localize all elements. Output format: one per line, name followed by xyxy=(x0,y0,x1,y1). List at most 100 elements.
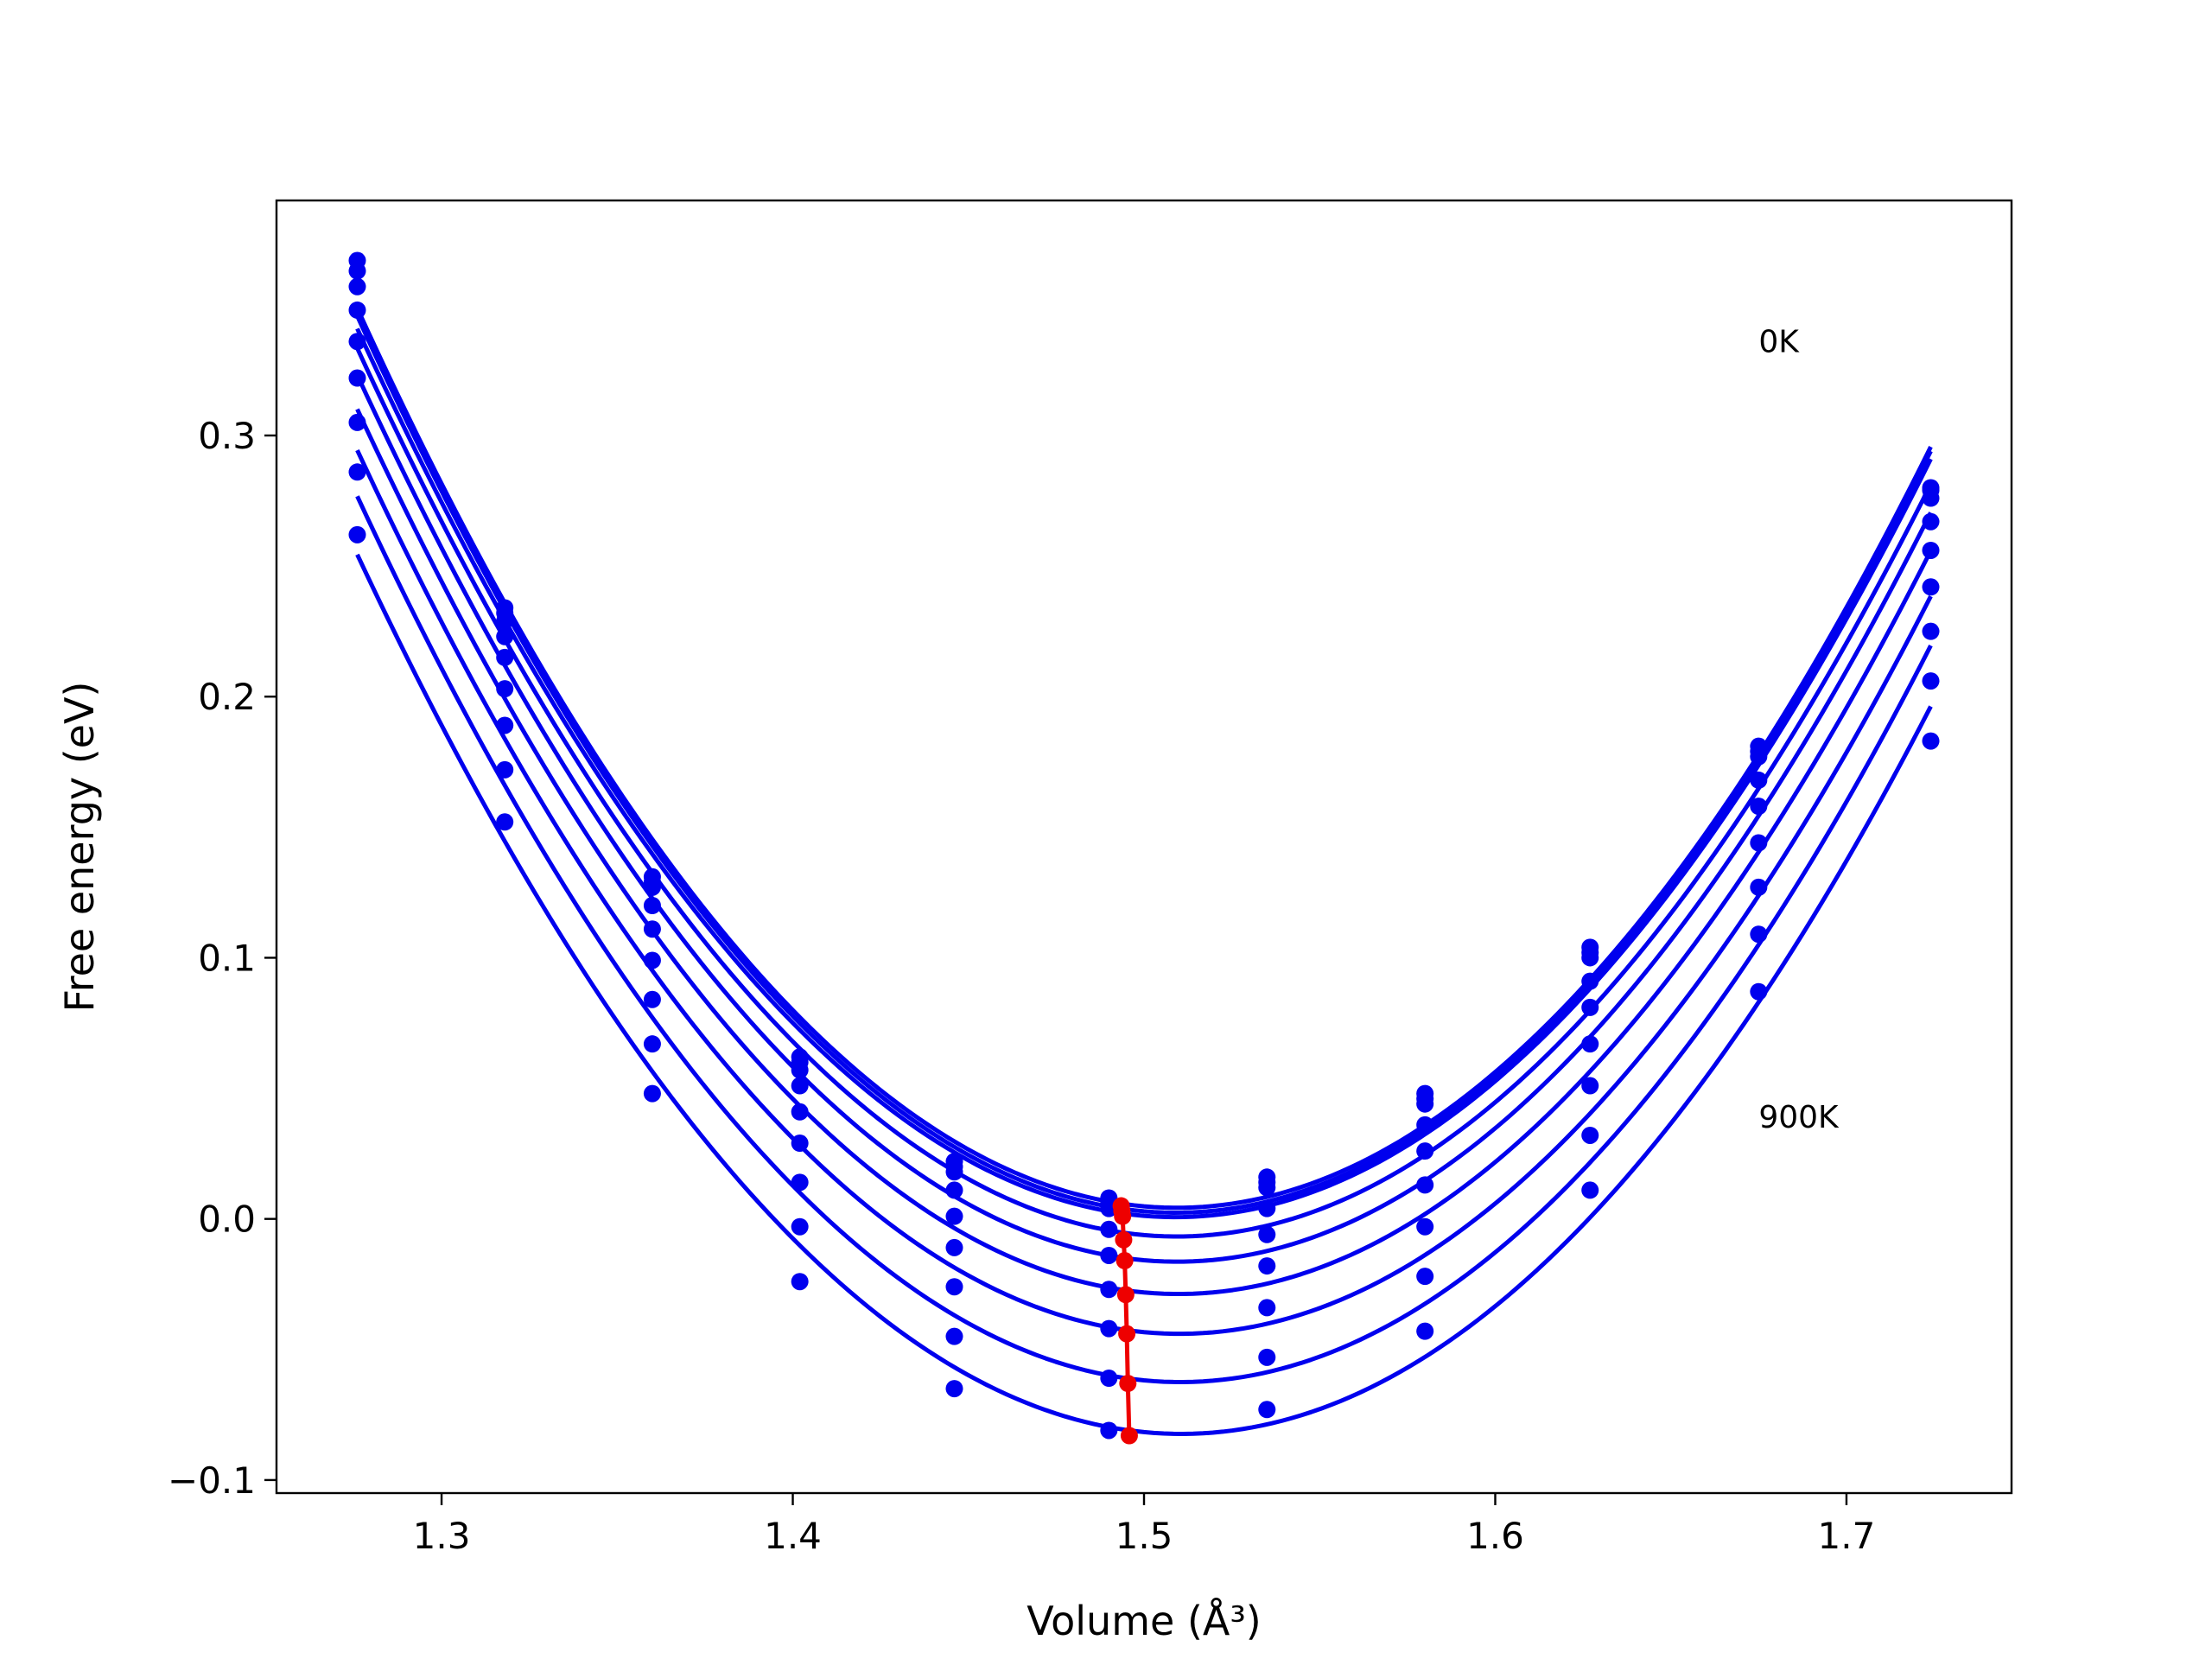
series-line-0 xyxy=(355,307,1933,1211)
x-axis-ticks: 1.3 1.4 1.5 1.6 1.7 xyxy=(413,1493,1876,1557)
data-point xyxy=(945,1207,963,1225)
minimum-point xyxy=(1118,1325,1136,1343)
y-axis-ticks: −0.1 0.0 0.1 0.2 0.3 xyxy=(168,415,276,1502)
data-point xyxy=(1416,1217,1434,1236)
data-point xyxy=(643,920,661,938)
data-point xyxy=(791,1103,809,1121)
data-point xyxy=(1258,1199,1276,1217)
data-point xyxy=(945,1181,963,1199)
data-point xyxy=(945,1163,963,1181)
data-point xyxy=(1258,1348,1276,1366)
data-point xyxy=(1581,972,1599,990)
data-point xyxy=(643,897,661,914)
data-point xyxy=(791,1077,809,1095)
y-tick-label: −0.1 xyxy=(168,1459,256,1502)
data-point xyxy=(1581,1077,1599,1095)
x-axis-label: Volume (Å³) xyxy=(1027,1598,1262,1644)
y-tick-label: 0.0 xyxy=(198,1198,256,1241)
data-point xyxy=(643,878,661,896)
data-point xyxy=(1750,878,1768,896)
y-axis-label: Free energy (eV) xyxy=(56,682,103,1013)
data-point xyxy=(791,1135,809,1153)
data-point xyxy=(1581,1126,1599,1144)
data-point xyxy=(1922,578,1940,596)
data-point xyxy=(1258,1299,1276,1317)
data-point xyxy=(1100,1421,1118,1440)
series-line-8 xyxy=(355,553,1933,1436)
x-tick-label: 1.7 xyxy=(1818,1515,1876,1557)
data-point xyxy=(643,990,661,1008)
minimum-path xyxy=(1112,1197,1138,1445)
x-tick-label: 1.3 xyxy=(413,1515,471,1557)
data-point xyxy=(1750,982,1768,1001)
data-point xyxy=(1750,925,1768,944)
data-point xyxy=(496,648,514,666)
data-point xyxy=(496,627,514,645)
data-point xyxy=(1100,1220,1118,1238)
data-point xyxy=(643,1035,661,1053)
minimum-point xyxy=(1120,1427,1138,1445)
series-line-5 xyxy=(355,408,1933,1297)
data-point xyxy=(496,680,514,698)
data-point xyxy=(1750,747,1768,766)
minimum-point xyxy=(1114,1207,1132,1225)
data-point xyxy=(945,1380,963,1398)
minimum-point xyxy=(1116,1286,1135,1304)
data-point xyxy=(1581,1181,1599,1199)
data-point xyxy=(1100,1246,1118,1264)
data-point xyxy=(348,413,366,431)
data-point xyxy=(1416,1095,1434,1113)
data-point xyxy=(945,1238,963,1256)
data-point xyxy=(643,951,661,969)
series-curves xyxy=(355,307,1933,1436)
data-point xyxy=(348,277,366,296)
data-point xyxy=(1922,732,1940,750)
data-point xyxy=(791,1173,809,1192)
data-point xyxy=(1258,1179,1276,1197)
x-tick-label: 1.5 xyxy=(1116,1515,1173,1557)
data-point xyxy=(1581,998,1599,1016)
data-point xyxy=(1922,541,1940,559)
minimum-point xyxy=(1116,1252,1134,1270)
data-point xyxy=(1922,622,1940,640)
data-point xyxy=(1416,1268,1434,1286)
data-point xyxy=(1750,834,1768,852)
series-line-2 xyxy=(355,327,1933,1220)
minimum-point xyxy=(1115,1230,1133,1249)
data-point xyxy=(1416,1116,1434,1134)
annotation-900k: 900K xyxy=(1758,1100,1840,1135)
data-point xyxy=(1258,1401,1276,1419)
series-points xyxy=(348,251,1940,1440)
data-point xyxy=(791,1273,809,1291)
annotation-0k: 0K xyxy=(1758,324,1800,359)
series-line-1 xyxy=(355,315,1933,1215)
data-point xyxy=(496,612,514,630)
data-point xyxy=(1581,1035,1599,1053)
data-point xyxy=(348,369,366,387)
series-line-7 xyxy=(355,495,1933,1384)
data-point xyxy=(945,1327,963,1345)
data-point xyxy=(643,1084,661,1103)
x-tick-label: 1.4 xyxy=(764,1515,822,1557)
y-tick-label: 0.3 xyxy=(198,415,256,457)
data-point xyxy=(1100,1370,1118,1388)
data-point xyxy=(1922,512,1940,531)
data-point xyxy=(348,301,366,319)
data-point xyxy=(1922,489,1940,507)
data-point xyxy=(1750,798,1768,816)
data-point xyxy=(1416,1176,1434,1194)
data-point xyxy=(1100,1281,1118,1299)
data-point xyxy=(1750,771,1768,789)
data-point xyxy=(1581,949,1599,967)
data-point xyxy=(348,525,366,543)
data-point xyxy=(496,760,514,779)
data-point xyxy=(348,262,366,280)
series-line-6 xyxy=(355,448,1933,1337)
minimum-point xyxy=(1119,1375,1137,1393)
data-point xyxy=(1258,1225,1276,1243)
data-point xyxy=(945,1278,963,1296)
y-tick-label: 0.2 xyxy=(198,676,256,718)
data-point xyxy=(1416,1322,1434,1340)
data-point xyxy=(1922,672,1940,690)
